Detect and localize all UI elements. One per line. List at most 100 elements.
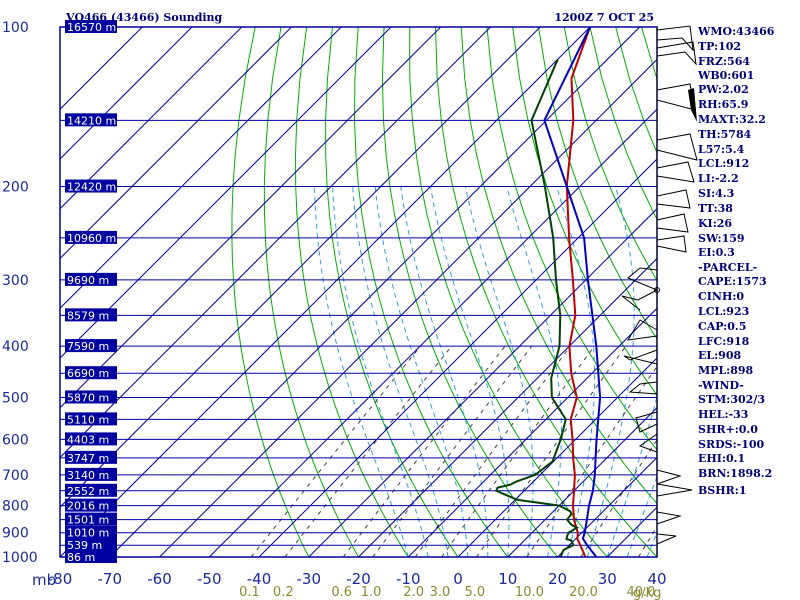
temperature-tick-label: -60 [147,570,172,588]
temperature-tick-label: 30 [598,570,617,588]
height-label-box [65,366,117,380]
index-l57: L57:5.4 [698,143,745,156]
height-label-box [65,272,117,286]
parcel-cinh: CINH:0 [698,290,744,303]
index-sw: SW:159 [698,232,745,245]
height-label-text: 7590 m [67,340,109,353]
height-label: 86 m [65,550,117,564]
height-label: 539 m [65,538,117,552]
isotherm-line [159,58,657,557]
stability-indices: WMO:43466 TP:102 FRZ:564 WB0:601 PW:2.02… [697,25,775,497]
wind-ehi: EHI:0.1 [698,452,745,465]
index-th: TH:5784 [698,128,752,141]
pressure-label: 900 [2,526,29,542]
height-label-box [65,113,117,127]
wind-srds: SRDS:-100 [698,438,765,451]
index-wb0: WB0:601 [697,69,754,82]
height-label: 6690 m [65,366,117,380]
height-label-text: 4403 m [67,433,109,446]
isotherm-line [557,456,657,557]
height-label-box [65,498,117,512]
isotherm-line [60,27,342,309]
mixing-ratio-label: 0.1 [239,585,260,600]
height-label: 2552 m [65,483,117,498]
mixing-ratio-label: 5.0 [465,585,486,600]
wind-stm: STM:302/3 [698,393,765,406]
height-label-box [65,308,117,322]
isobars [60,27,657,557]
wind-brn: BRN:1898.2 [698,467,772,480]
index-pw: PW:2.02 [698,83,749,96]
height-label-text: 1501 m [67,514,109,527]
index-li: LI:-2.2 [698,172,739,185]
moist-adiabat-line [332,186,429,557]
temperature-tick-label: -10 [396,570,421,588]
isotherm-line [60,27,392,359]
isotherm-line [457,357,657,557]
height-label: 2016 m [65,498,117,513]
wind-heading: -WIND- [698,379,744,392]
isotherm-line [208,108,657,557]
height-label: 14210 m [65,113,117,127]
height-label-text: 539 m [67,539,102,552]
parcel-mpl: MPL:898 [698,364,754,377]
temperature-labels: -80 -70 -60 -50 -40 -30 -20 -10 0 10 20 30 40 [48,570,667,588]
index-lcl: LCL:912 [698,157,749,170]
height-label-box [65,432,117,446]
pressure-label: 600 [2,432,29,448]
height-label-box [65,450,117,464]
mixing-ratio-label: 0.6 [331,585,352,600]
isotherm-line [60,27,491,459]
station-title: VQ466 (43466) Sounding [65,11,223,24]
height-label: 9690 m [65,272,117,287]
isotherm-line [60,27,292,260]
height-label-text: 2016 m [67,500,109,513]
mixing-ratio-label: 20.0 [569,585,598,600]
index-tp: TP:102 [698,40,741,53]
height-label-text: 2552 m [67,485,109,498]
height-label: 5110 m [65,412,117,426]
temperature-tick-label: 40 [647,570,666,588]
height-label: 16570 m [65,20,117,34]
temperature-tick-label: 10 [498,570,517,588]
height-label-box [65,467,117,481]
wind-barb-column [621,25,698,557]
temperature-tick-label: -80 [48,570,73,588]
isotherm-line [60,27,243,210]
isotherm-line [358,257,657,557]
mixing-ratio-label: 40.0 [626,585,655,600]
pressure-label: 100 [2,20,29,36]
height-label: 12420 m [65,179,117,194]
sounding-traces [495,27,602,557]
height-label-text: 5110 m [67,413,109,426]
parcel-lcl: LCL:923 [698,305,749,318]
height-label: 1501 m [65,512,117,527]
height-label-box [65,179,117,193]
temperature-tick-label: 20 [548,570,567,588]
temperature-tick-label: -70 [98,570,123,588]
height-label-box [65,230,117,244]
height-label: 3140 m [65,467,117,482]
wind-bshr: BSHR:1 [698,484,747,497]
mixing-ratio-unit: g/kg [633,586,661,600]
moist-adiabat-line [352,186,449,557]
pressure-label: 800 [2,499,29,515]
parcel-cap: CAP:0.5 [698,320,746,333]
height-label-text: 8579 m [67,309,109,322]
height-label-text: 14210 m [67,114,116,127]
height-label-text: 3140 m [67,469,109,482]
temperature-tick-label: -20 [346,570,371,588]
index-wmo: WMO:43466 [697,25,775,38]
sounding-time: 1200Z 7 OCT 25 [554,11,654,24]
isotherm-line [109,27,641,557]
isotherm-line [258,158,657,557]
temperature-tick-label: -30 [297,570,322,588]
mixing-ratio-label: 2.0 [403,585,424,600]
height-label-box [65,538,117,552]
pressure-label: 1000 [2,550,38,566]
pressure-labels: 100 200 300 400 500 600 700 800 900 1000 [2,20,38,566]
dewpoint-trace [495,58,580,557]
isotherm-line [407,307,657,557]
mixing-ratio-label: 3.0 [430,585,451,600]
